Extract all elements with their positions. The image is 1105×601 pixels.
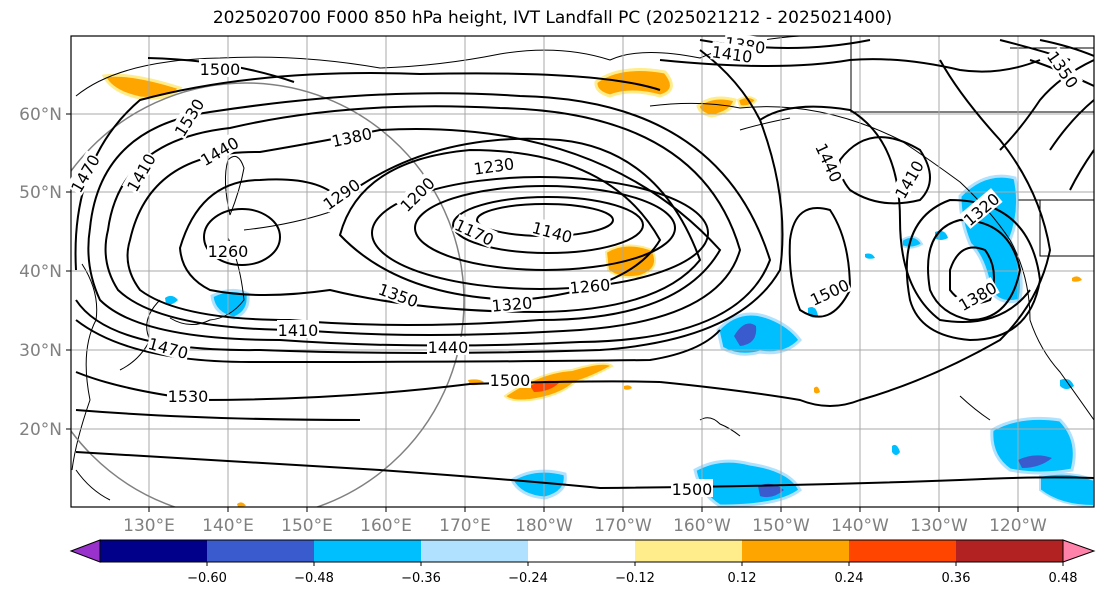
contour-label: 1500 xyxy=(489,370,531,390)
colorbar-label: −0.60 xyxy=(187,571,227,586)
colorbar-segment xyxy=(100,540,208,562)
shade-positive-region xyxy=(237,502,246,507)
shade-strong-negative-region xyxy=(734,323,757,346)
lon-label: 150°W xyxy=(752,516,810,536)
shade-negative-region xyxy=(165,295,178,305)
lon-label: 160°E xyxy=(360,516,412,536)
lon-label: 170°W xyxy=(594,516,652,536)
colorbar-extend-low xyxy=(69,539,101,563)
shade-strong-negative-region xyxy=(1018,455,1052,468)
svg-text:1260: 1260 xyxy=(208,242,249,261)
shade-strong-positive-region xyxy=(530,380,560,392)
shade-negative-region xyxy=(1039,472,1094,507)
gridlines xyxy=(71,36,1094,507)
colorbar-frame xyxy=(99,539,1064,563)
svg-text:1500: 1500 xyxy=(200,60,241,79)
colorbar-segment xyxy=(742,540,850,562)
contour-label: 1440 xyxy=(427,337,469,357)
shade-positive-region xyxy=(814,386,820,394)
coastlines xyxy=(71,36,1094,501)
svg-text:1260: 1260 xyxy=(569,275,611,297)
svg-text:1410: 1410 xyxy=(278,321,319,340)
colorbar-label: −0.12 xyxy=(615,571,655,586)
svg-text:1500: 1500 xyxy=(672,480,713,499)
contour-label: 1320 xyxy=(490,292,534,316)
shade-negative-region xyxy=(716,312,802,356)
lon-axis: 130°E 140°E 150°E 160°E 170°E 180°W 170°W 160°W… xyxy=(123,507,1047,536)
shade-negative-region xyxy=(510,469,567,500)
shade-positive-region xyxy=(101,73,183,100)
colorbar-label: −0.24 xyxy=(508,571,548,586)
contour-label: 1530 xyxy=(167,386,209,406)
contour-label: 1410 xyxy=(277,320,319,340)
lat-label: 60°N xyxy=(19,105,62,125)
colorbar-segment xyxy=(207,540,315,562)
contour-label: 1260 xyxy=(568,274,612,298)
shade-positive-region xyxy=(624,385,632,390)
shade-negative-region xyxy=(210,289,250,320)
lon-label: 130°E xyxy=(123,516,175,536)
lat-label: 30°N xyxy=(19,341,62,361)
colorbar-segment xyxy=(528,540,636,562)
svg-text:1500: 1500 xyxy=(490,371,531,390)
lon-label: 140°W xyxy=(831,516,889,536)
lat-label: 20°N xyxy=(19,420,62,440)
colorbar-segment xyxy=(956,540,1064,562)
colorbar-segment xyxy=(421,540,529,562)
contour-label: 1260 xyxy=(207,241,249,261)
svg-text:1530: 1530 xyxy=(168,387,209,406)
lon-label: 160°W xyxy=(673,516,731,536)
colorbar-label: −0.36 xyxy=(401,571,441,586)
shade-negative-region xyxy=(901,235,924,249)
shade-positive-region xyxy=(604,244,656,279)
colorbar-extend-high xyxy=(1062,539,1096,563)
shade-negative-region xyxy=(865,253,875,259)
lat-label: 50°N xyxy=(19,183,62,203)
svg-text:1320: 1320 xyxy=(491,293,533,315)
colorbar-segment xyxy=(635,540,743,562)
lat-label: 40°N xyxy=(19,262,62,282)
colorbar: −0.60 −0.48 −0.36 −0.24 −0.12 0.12 0.24 0.36 0.4… xyxy=(69,539,1096,586)
lon-label: 170°E xyxy=(439,516,491,536)
colorbar-segment xyxy=(849,540,957,562)
svg-text:1440: 1440 xyxy=(428,338,469,357)
colorbar-segment xyxy=(314,540,422,562)
lon-label: 140°E xyxy=(202,516,254,536)
colorbar-label: 0.36 xyxy=(942,571,971,586)
shade-strong-negative-region xyxy=(758,483,784,498)
lon-label: 120°W xyxy=(989,516,1047,536)
map-panel xyxy=(70,35,1095,508)
colorbar-label: −0.48 xyxy=(294,571,334,586)
shade-negative-region xyxy=(990,416,1076,475)
lon-label: 130°W xyxy=(910,516,968,536)
contour-label: 1500 xyxy=(671,479,713,499)
map-title: 2025020700 F000 850 hPa height, IVT Land… xyxy=(212,8,893,28)
shade-negative-region xyxy=(892,444,900,455)
colorbar-label: 0.48 xyxy=(1049,571,1078,586)
lon-label: 150°E xyxy=(281,516,333,536)
lon-label: 180°W xyxy=(515,516,573,536)
colorbar-label: 0.24 xyxy=(835,571,864,586)
shade-positive-region xyxy=(1072,276,1082,282)
great-circle xyxy=(71,82,465,507)
colorbar-label: 0.12 xyxy=(728,571,757,586)
lat-axis: 60°N 50°N 40°N 30°N 20°N xyxy=(19,105,71,440)
contour-label: 1500 xyxy=(199,59,241,79)
